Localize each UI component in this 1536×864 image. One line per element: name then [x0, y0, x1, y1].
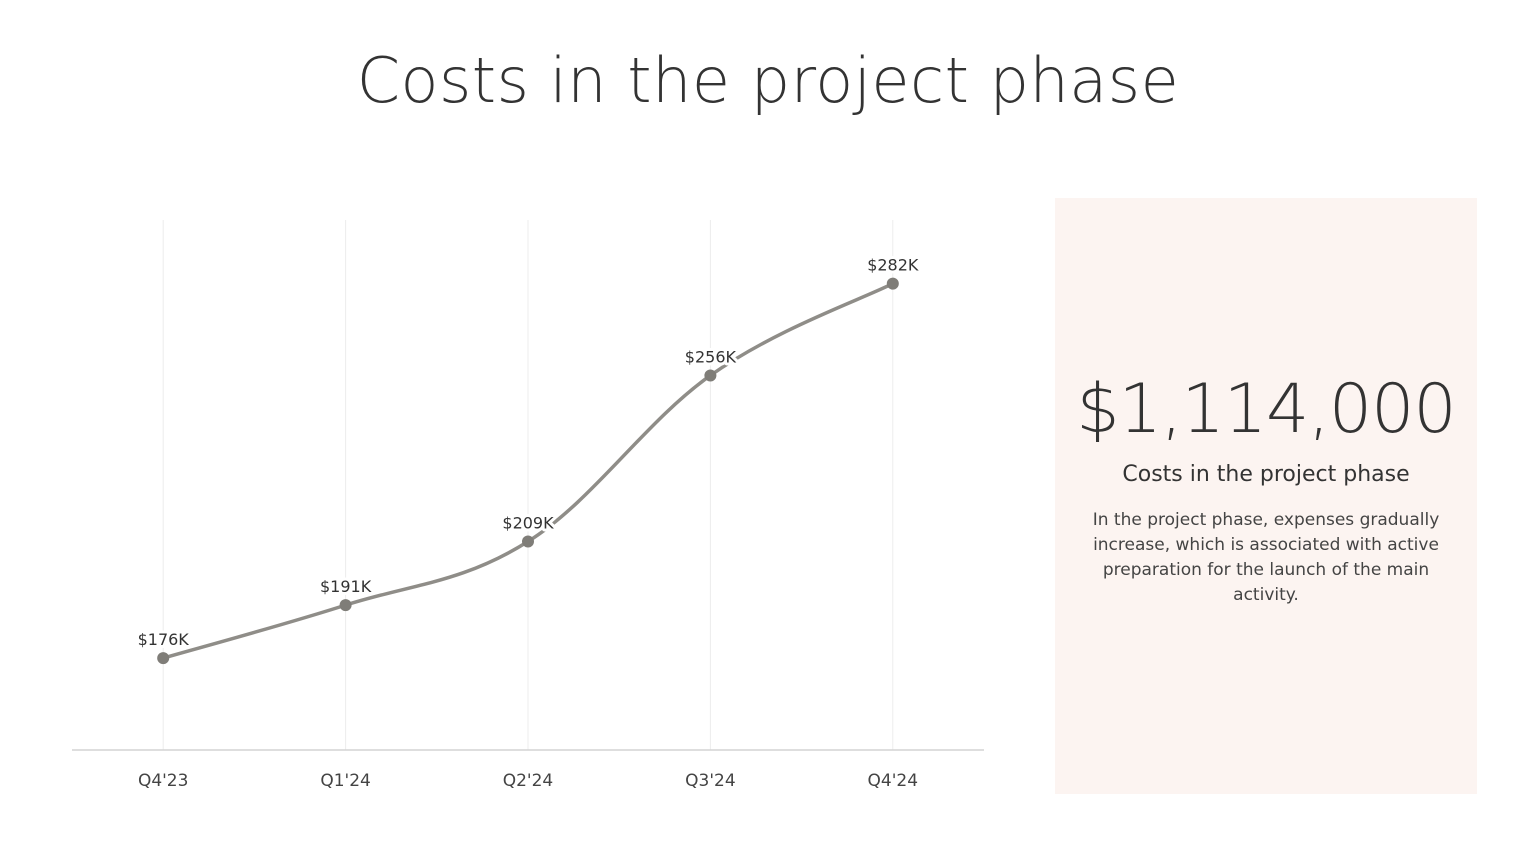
page-title: Costs in the project phase	[356, 44, 1180, 117]
data-point	[339, 599, 352, 612]
x-tick-label: Q3'24	[685, 771, 736, 791]
summary-total: $1,114,000	[1076, 370, 1456, 449]
data-label: $282K	[867, 256, 919, 275]
data-label-halo: $209K	[502, 514, 554, 533]
data-point	[886, 277, 899, 290]
x-tick-label: Q4'23	[138, 771, 189, 791]
summary-heading: Costs in the project phase	[1122, 462, 1410, 487]
data-label: $176K	[138, 630, 190, 649]
data-point	[157, 652, 170, 665]
data-label: $209K	[502, 514, 554, 533]
chart-svg: Q4'23 Q1'24 Q2'24 Q3'24 Q4'24$176K$176K$191K…	[72, 220, 984, 791]
summary-panel: $1,114,000 Costs in the project phase In…	[1055, 198, 1477, 794]
x-tick-label: Q2'24	[503, 771, 554, 791]
data-label-halo: $256K	[685, 347, 737, 366]
data-label-halo: $176K	[138, 630, 190, 649]
x-tick-label: Q4'24	[868, 771, 919, 791]
data-label-halo: $282K	[867, 256, 919, 275]
summary-body: In the project phase, expenses gradually…	[1092, 510, 1440, 605]
data-label: $256K	[685, 347, 737, 366]
line-chart: Q4'23 Q1'24 Q2'24 Q3'24 Q4'24 $176K $176K $191K…	[60, 200, 1000, 820]
data-point	[522, 535, 534, 548]
data-label-halo: $191K	[320, 577, 372, 596]
x-tick-label: Q1'24	[320, 771, 371, 791]
data-label: $191K	[320, 577, 372, 596]
data-point	[704, 369, 717, 382]
